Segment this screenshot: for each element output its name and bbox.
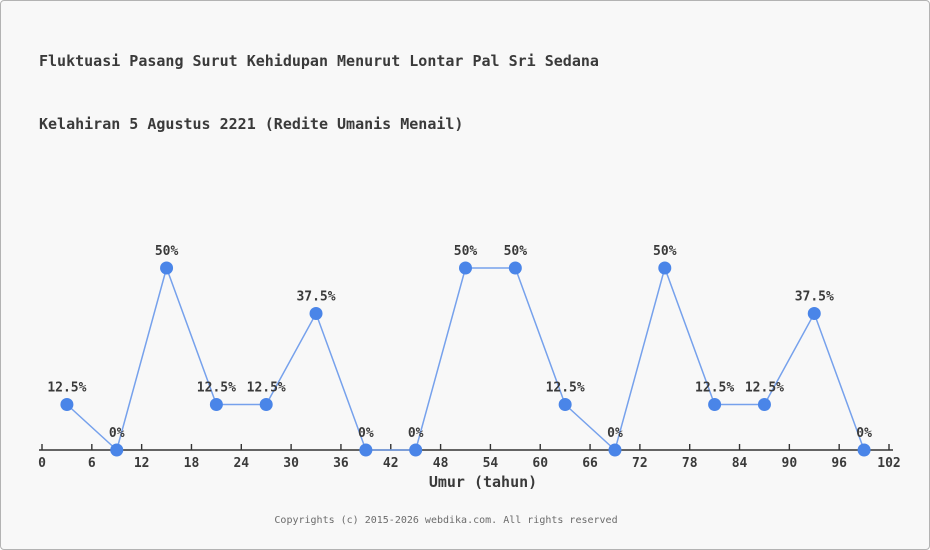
data-point-label: 0% — [408, 426, 424, 441]
chart-title-line2: Kelahiran 5 Agustus 2221 (Redite Umanis … — [39, 115, 464, 133]
x-tick-label: 96 — [831, 456, 847, 471]
data-point-label: 0% — [109, 426, 125, 441]
x-tick-label: 102 — [877, 456, 900, 471]
copyright-footer: Copyrights (c) 2015-2026 webdika.com. Al… — [274, 515, 618, 526]
data-point-label: 50% — [653, 244, 677, 259]
data-point-marker — [658, 261, 672, 275]
data-point-label: 50% — [504, 244, 528, 259]
data-point-marker — [259, 398, 273, 411]
x-tick-label: 66 — [582, 456, 598, 471]
x-tick-label: 12 — [134, 456, 150, 471]
x-tick-label: 36 — [333, 456, 349, 471]
x-tick-label: 0 — [38, 456, 46, 471]
data-point-label: 0% — [358, 426, 374, 441]
data-point-marker — [558, 398, 572, 411]
x-tick-label: 30 — [283, 456, 299, 471]
data-point-label: 12.5% — [247, 381, 286, 396]
x-tick-label: 48 — [433, 456, 449, 471]
x-tick-label: 42 — [383, 456, 399, 471]
data-point-label: 12.5% — [197, 381, 236, 396]
x-tick-label: 78 — [682, 456, 698, 471]
data-point-label: 50% — [155, 244, 179, 259]
x-tick-label: 90 — [782, 456, 798, 471]
x-axis-label: Umur (tahun) — [428, 473, 538, 491]
x-tick-label: 18 — [184, 456, 200, 471]
data-point-label: 0% — [856, 426, 872, 441]
data-point-marker — [60, 398, 74, 411]
chart-title: Fluktuasi Pasang Surut Kehidupan Menurut… — [39, 9, 599, 177]
data-point-label: 50% — [454, 244, 478, 259]
data-point-marker — [459, 261, 472, 275]
data-point-label: 37.5% — [296, 290, 335, 305]
data-point-marker — [757, 398, 771, 411]
data-point-marker — [309, 307, 323, 320]
x-tick-label: 84 — [732, 456, 748, 471]
data-point-marker — [708, 398, 722, 411]
data-point-marker — [110, 443, 124, 457]
data-point-marker — [857, 443, 871, 457]
data-point-marker — [608, 443, 622, 457]
x-tick-label: 72 — [632, 456, 648, 471]
x-tick-label: 60 — [532, 456, 548, 471]
data-point-marker — [508, 261, 522, 275]
data-point-label: 37.5% — [795, 290, 834, 305]
data-point-label: 12.5% — [745, 381, 784, 396]
data-point-label: 12.5% — [695, 381, 734, 396]
data-point-marker — [160, 261, 174, 275]
data-point-label: 12.5% — [47, 381, 86, 396]
data-point-marker — [807, 307, 821, 320]
data-point-label: 0% — [607, 426, 623, 441]
x-tick-label: 24 — [233, 456, 249, 471]
data-point-marker — [209, 398, 223, 411]
x-tick-label: 6 — [88, 456, 96, 471]
chart-title-line1: Fluktuasi Pasang Surut Kehidupan Menurut… — [39, 52, 599, 70]
data-point-label: 12.5% — [546, 381, 585, 396]
x-tick-label: 54 — [483, 456, 499, 471]
data-point-marker — [409, 443, 423, 457]
line-series — [66, 265, 865, 452]
data-point-marker — [359, 443, 373, 457]
